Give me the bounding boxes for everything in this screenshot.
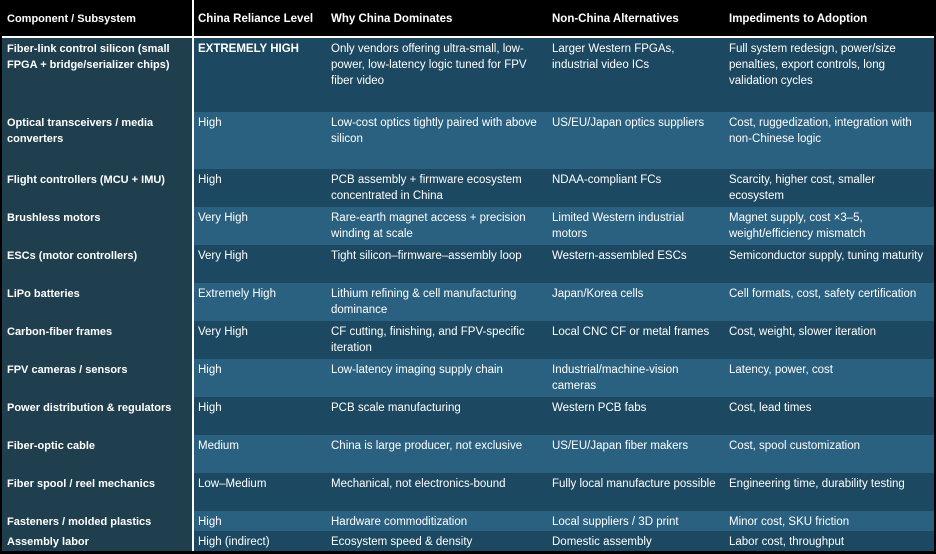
header-china-reliance-level: China Reliance Level bbox=[198, 13, 314, 25]
cell-component: LiPo batteries bbox=[2, 283, 194, 321]
table-row: FPV cameras / sensors High Low-latency ima… bbox=[2, 359, 934, 397]
cell-reliance: Very High bbox=[194, 207, 325, 245]
cell-impediments: Scarcity, higher cost, smaller ecosystem bbox=[723, 169, 934, 207]
cell-component: Flight controllers (MCU + IMU) bbox=[2, 169, 194, 207]
cell-component: Optical transceivers / media converters bbox=[2, 112, 194, 169]
cell-reliance: Extremely High bbox=[194, 283, 325, 321]
table-row: Fiber-optic cable Medium China is large pr… bbox=[2, 435, 934, 473]
cell-reliance: EXTREMELY HIGH bbox=[194, 38, 325, 112]
cell-alternatives: Local suppliers / 3D print bbox=[546, 511, 723, 531]
cell-why: Tight silicon–firmware–assembly loop bbox=[325, 245, 546, 283]
table-row: Fiber spool / reel mechanics Low–Medium Me… bbox=[2, 473, 934, 511]
cell-component: Fiber-optic cable bbox=[2, 435, 194, 473]
table-row: Brushless motors Very High Rare-earth magn… bbox=[2, 207, 934, 245]
table-row: Assembly labor High (indirect) Ecosystem s… bbox=[2, 531, 934, 551]
cell-impediments: Semiconductor supply, tuning maturity bbox=[723, 245, 934, 283]
cell-impediments: Latency, power, cost bbox=[723, 359, 934, 397]
cell-component: Fiber-link control silicon (small FPGA +… bbox=[2, 38, 194, 112]
cell-why: Rare-earth magnet access + precision win… bbox=[325, 207, 546, 245]
cell-why: PCB scale manufacturing bbox=[325, 397, 546, 435]
cell-impediments: Cost, spool customization bbox=[723, 435, 934, 473]
table-row: Flight controllers (MCU + IMU) High PCB as… bbox=[2, 169, 934, 207]
cell-component: Fasteners / molded plastics bbox=[2, 511, 194, 531]
cell-why: Lithium refining & cell manufacturing do… bbox=[325, 283, 546, 321]
cell-reliance: High bbox=[194, 397, 325, 435]
cell-impediments: Engineering time, durability testing bbox=[723, 473, 934, 511]
cell-component: Carbon-fiber frames bbox=[2, 321, 194, 359]
table-row: Fiber-link control silicon (small FPGA +… bbox=[2, 38, 934, 112]
cell-reliance: Very High bbox=[194, 245, 325, 283]
cell-reliance: High bbox=[194, 511, 325, 531]
cell-alternatives: Western PCB fabs bbox=[546, 397, 723, 435]
table-row: Optical transceivers / media converters H… bbox=[2, 112, 934, 169]
cell-why: CF cutting, finishing, and FPV-specific … bbox=[325, 321, 546, 359]
table-row: Fasteners / molded plastics High Hardware … bbox=[2, 511, 934, 531]
cell-why: Only vendors offering ultra-small, low-p… bbox=[325, 38, 546, 112]
cell-impediments: Magnet supply, cost ×3–5, weight/efficie… bbox=[723, 207, 934, 245]
cell-impediments: Cell formats, cost, safety certification bbox=[723, 283, 934, 321]
header-why-china-dominates: Why China Dominates bbox=[331, 13, 453, 25]
cell-component: Fiber spool / reel mechanics bbox=[2, 473, 194, 511]
cell-component: Brushless motors bbox=[2, 207, 194, 245]
cell-why: Ecosystem speed & density bbox=[325, 531, 546, 551]
cell-reliance: Medium bbox=[194, 435, 325, 473]
cell-reliance: Very High bbox=[194, 321, 325, 359]
cell-alternatives: Larger Western FPGAs, industrial video I… bbox=[546, 38, 723, 112]
cell-alternatives: US/EU/Japan optics suppliers bbox=[546, 112, 723, 169]
cell-component: Assembly labor bbox=[2, 531, 194, 551]
cell-why: Low-cost optics tightly paired with abov… bbox=[325, 112, 546, 169]
cell-why: Low-latency imaging supply chain bbox=[325, 359, 546, 397]
header-component: Component / Subsystem bbox=[2, 0, 194, 36]
cell-impediments: Full system redesign, power/size penalti… bbox=[723, 38, 934, 112]
cell-impediments: Cost, ruggedization, integration with no… bbox=[723, 112, 934, 169]
cell-reliance: High bbox=[194, 359, 325, 397]
cell-impediments: Cost, weight, slower iteration bbox=[723, 321, 934, 359]
table-row: Carbon-fiber frames Very High CF cutting, … bbox=[2, 321, 934, 359]
cell-alternatives: Western-assembled ESCs bbox=[546, 245, 723, 283]
cell-reliance: Low–Medium bbox=[194, 473, 325, 511]
cell-alternatives: Limited Western industrial motors bbox=[546, 207, 723, 245]
table-row: Power distribution & regulators High PCB s… bbox=[2, 397, 934, 435]
cell-impediments: Minor cost, SKU friction bbox=[723, 511, 934, 531]
table-body: Fiber-link control silicon (small FPGA +… bbox=[2, 38, 934, 551]
cell-alternatives: Japan/Korea cells bbox=[546, 283, 723, 321]
cell-why: China is large producer, not exclusive bbox=[325, 435, 546, 473]
cell-alternatives: NDAA-compliant FCs bbox=[546, 169, 723, 207]
cell-reliance: High bbox=[194, 112, 325, 169]
cell-component: FPV cameras / sensors bbox=[2, 359, 194, 397]
cell-alternatives: Industrial/machine-vision cameras bbox=[546, 359, 723, 397]
cell-component: ESCs (motor controllers) bbox=[2, 245, 194, 283]
cell-alternatives: US/EU/Japan fiber makers bbox=[546, 435, 723, 473]
cell-why: Mechanical, not electronics-bound bbox=[325, 473, 546, 511]
cell-alternatives: Fully local manufacture possible bbox=[546, 473, 723, 511]
cell-reliance: High (indirect) bbox=[194, 531, 325, 551]
header-impediments-to-adoption: Impediments to Adoption bbox=[729, 13, 868, 25]
cell-why: PCB assembly + firmware ecosystem concen… bbox=[325, 169, 546, 207]
cell-alternatives: Domestic assembly bbox=[546, 531, 723, 551]
cell-why: Hardware commoditization bbox=[325, 511, 546, 531]
table-header-row: Component / Subsystem China Reliance Lev… bbox=[2, 0, 934, 38]
cell-alternatives: Local CNC CF or metal frames bbox=[546, 321, 723, 359]
table-row: LiPo batteries Extremely High Lithium refi… bbox=[2, 283, 934, 321]
header-non-china-alternatives: Non-China Alternatives bbox=[552, 13, 679, 25]
cell-component: Power distribution & regulators bbox=[2, 397, 194, 435]
cell-impediments: Labor cost, throughput bbox=[723, 531, 934, 551]
cell-reliance: High bbox=[194, 169, 325, 207]
table-row: ESCs (motor controllers) Very High Tight s… bbox=[2, 245, 934, 283]
cell-impediments: Cost, lead times bbox=[723, 397, 934, 435]
